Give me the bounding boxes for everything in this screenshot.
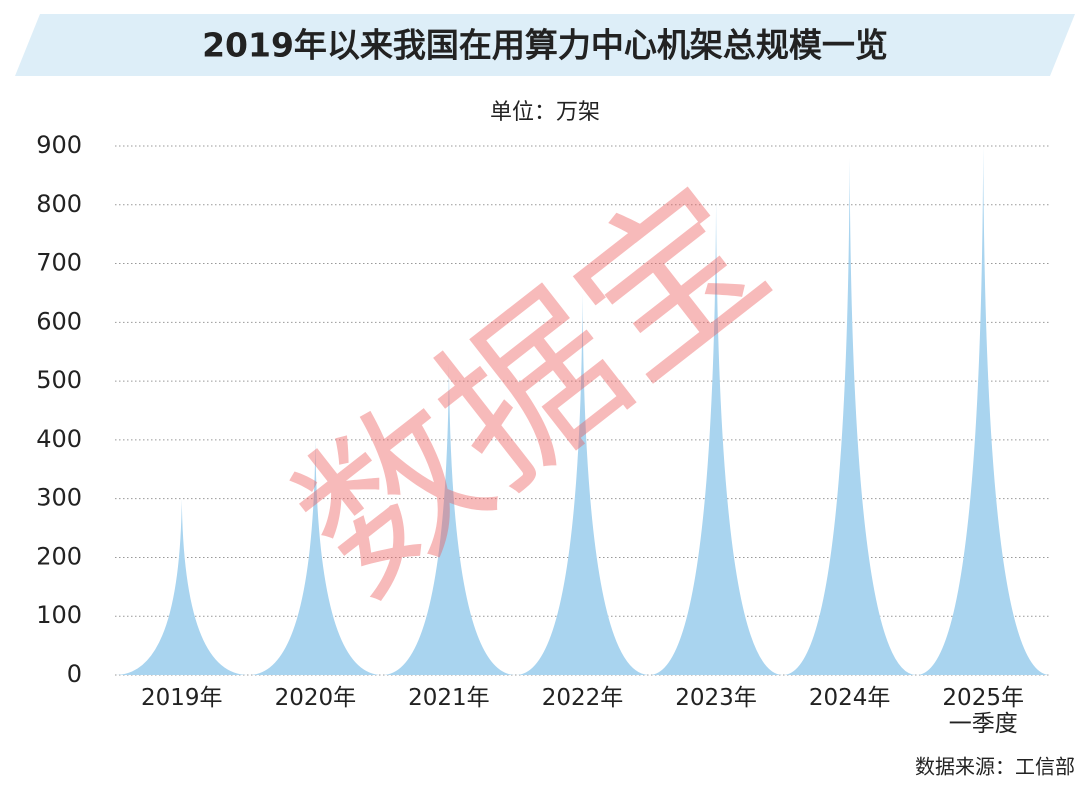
y-tick-label: 600	[36, 307, 82, 335]
y-tick-label: 200	[36, 542, 82, 570]
source: 数据来源：工信部	[915, 755, 1075, 779]
x-tick-label: 2019年	[141, 685, 223, 711]
chart-title: 2019年以来我国在用算力中心机架总规模一览	[202, 26, 888, 65]
x-tick-label: 2025年 一季度	[942, 685, 1024, 737]
spike	[115, 498, 249, 675]
y-tick-label: 0	[67, 660, 82, 688]
x-tick-label: 2020年	[274, 685, 357, 711]
y-tick-label: 900	[36, 131, 82, 159]
y-tick-label: 700	[36, 249, 82, 277]
y-tick-label: 800	[36, 190, 82, 218]
spike	[382, 363, 516, 675]
spike	[782, 157, 917, 675]
y-tick-label: 100	[36, 601, 82, 629]
y-tick-label: 400	[36, 425, 82, 453]
title-banner	[15, 14, 1075, 76]
x-tick-label: 2023年	[675, 685, 757, 711]
y-tick-label: 500	[36, 366, 82, 394]
y-tick-label: 300	[36, 484, 82, 512]
unit-label: 单位：万架	[490, 100, 600, 125]
x-tick-label: 2021年	[408, 685, 490, 711]
x-tick-label: 2024年	[808, 685, 891, 711]
spike	[649, 198, 783, 675]
spike	[515, 292, 650, 675]
x-tick-label: 2022年	[541, 685, 624, 711]
spike	[916, 146, 1050, 675]
spike	[248, 439, 383, 675]
